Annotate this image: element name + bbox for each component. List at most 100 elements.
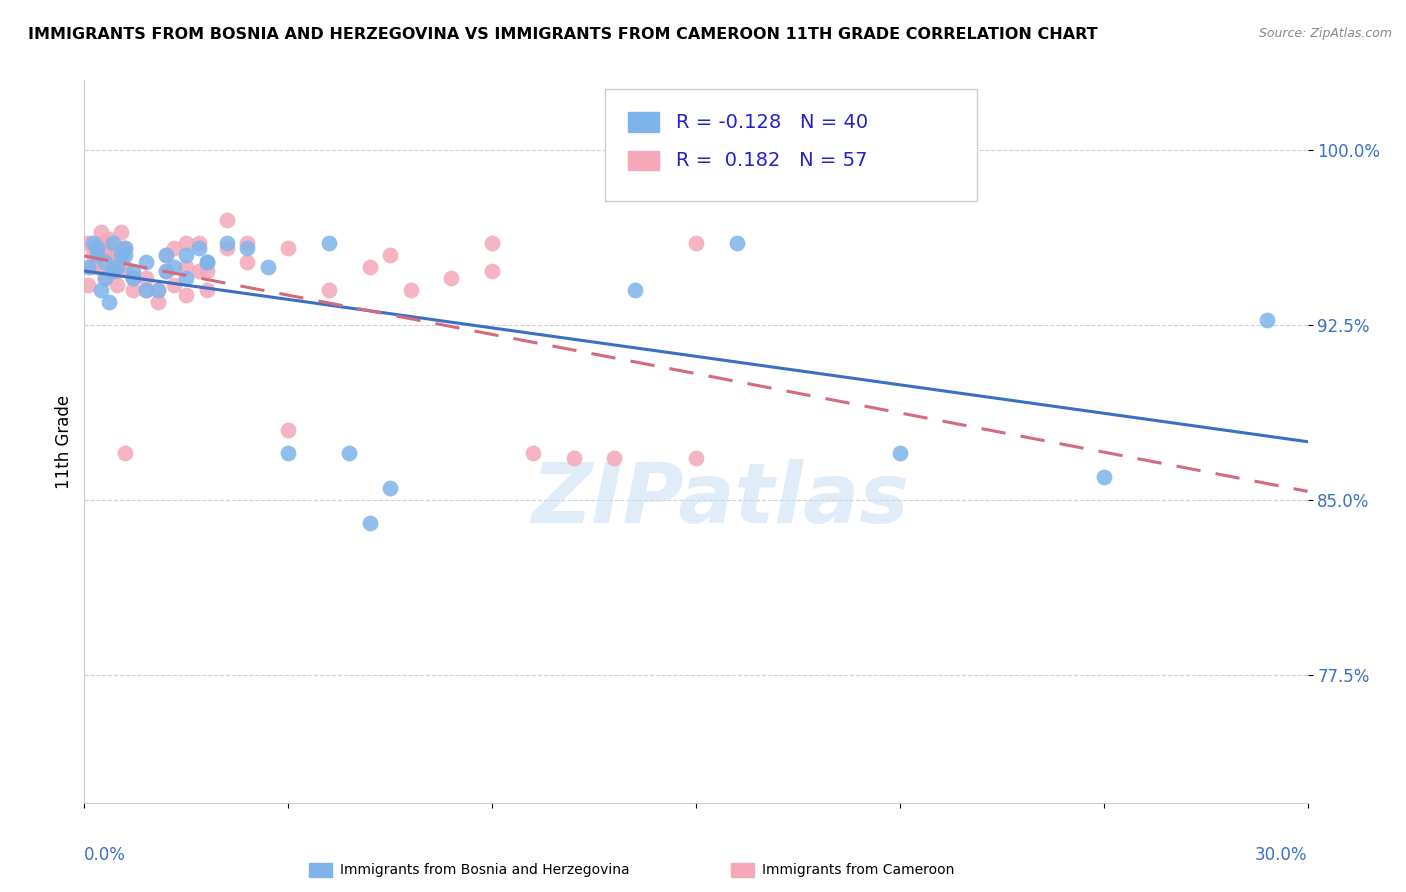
Point [86, 241, 108, 255]
Point [187, 264, 209, 278]
Point [114, 446, 136, 460]
Point [277, 423, 299, 437]
Point [82, 236, 104, 251]
Point [624, 283, 647, 297]
Point [105, 260, 128, 274]
Point [277, 241, 299, 255]
Point [86, 248, 108, 262]
Point [174, 260, 197, 274]
Point [77, 260, 100, 274]
Point [481, 264, 503, 278]
Point [101, 236, 124, 251]
Point [359, 260, 381, 274]
Text: Immigrants from Bosnia and Herzegovina: Immigrants from Bosnia and Herzegovina [340, 863, 630, 877]
Point [236, 236, 259, 251]
Point [174, 287, 197, 301]
Point [195, 255, 218, 269]
Point [122, 271, 145, 285]
Point [339, 446, 361, 460]
Point [217, 241, 239, 255]
Point [217, 236, 239, 251]
Point [236, 255, 259, 269]
Point [90, 236, 112, 251]
Point [163, 241, 186, 255]
Text: Source: ZipAtlas.com: Source: ZipAtlas.com [1258, 27, 1392, 40]
Point [77, 278, 100, 293]
Point [195, 283, 218, 297]
Point [481, 236, 503, 251]
Point [97, 294, 120, 309]
Text: Immigrants from Cameroon: Immigrants from Cameroon [762, 863, 955, 877]
Point [603, 450, 626, 465]
Point [399, 283, 422, 297]
Point [114, 241, 136, 255]
Point [257, 260, 280, 274]
Text: R = -0.128   N = 40: R = -0.128 N = 40 [676, 112, 869, 132]
Point [135, 255, 157, 269]
Point [86, 260, 108, 274]
Point [105, 264, 128, 278]
Point [155, 248, 177, 262]
Point [725, 236, 748, 251]
Point [236, 241, 259, 255]
Point [114, 248, 136, 262]
Point [318, 283, 340, 297]
Point [110, 241, 132, 255]
Point [101, 264, 124, 278]
Point [685, 450, 707, 465]
Text: IMMIGRANTS FROM BOSNIA AND HERZEGOVINA VS IMMIGRANTS FROM CAMEROON 11TH GRADE CO: IMMIGRANTS FROM BOSNIA AND HERZEGOVINA V… [28, 27, 1098, 42]
Point [195, 255, 218, 269]
Point [163, 278, 186, 293]
Point [380, 248, 402, 262]
Text: R =  0.182   N = 57: R = 0.182 N = 57 [676, 151, 868, 170]
Point [187, 236, 209, 251]
Point [685, 236, 707, 251]
Point [522, 446, 544, 460]
Y-axis label: 11th Grade: 11th Grade [55, 394, 73, 489]
Point [146, 283, 169, 297]
Point [174, 236, 197, 251]
Point [105, 278, 128, 293]
Point [174, 271, 197, 285]
Point [90, 283, 112, 297]
Point [277, 446, 299, 460]
Point [359, 516, 381, 530]
Point [86, 248, 108, 262]
Point [93, 255, 115, 269]
Point [97, 232, 120, 246]
Point [174, 248, 197, 262]
Point [93, 271, 115, 285]
Point [380, 481, 402, 495]
Point [110, 225, 132, 239]
Point [93, 271, 115, 285]
Point [114, 241, 136, 255]
Point [195, 264, 218, 278]
Point [155, 264, 177, 278]
Point [135, 283, 157, 297]
Point [217, 213, 239, 227]
Point [318, 236, 340, 251]
Point [155, 248, 177, 262]
Point [101, 260, 124, 274]
Point [163, 260, 186, 274]
Point [86, 248, 108, 262]
Text: ZIPatlas: ZIPatlas [531, 458, 910, 540]
Text: 0.0%: 0.0% [84, 847, 127, 864]
Point [82, 248, 104, 262]
Text: 30.0%: 30.0% [1256, 847, 1308, 864]
Point [155, 264, 177, 278]
Point [1092, 469, 1115, 483]
Point [110, 248, 132, 262]
Point [562, 450, 585, 465]
Point [187, 241, 209, 255]
Point [1256, 313, 1278, 327]
Point [82, 260, 104, 274]
Point [97, 248, 120, 262]
Point [93, 241, 115, 255]
Point [114, 260, 136, 274]
Point [440, 271, 463, 285]
Point [889, 446, 911, 460]
Point [146, 294, 169, 309]
Point [135, 271, 157, 285]
Point [135, 283, 157, 297]
